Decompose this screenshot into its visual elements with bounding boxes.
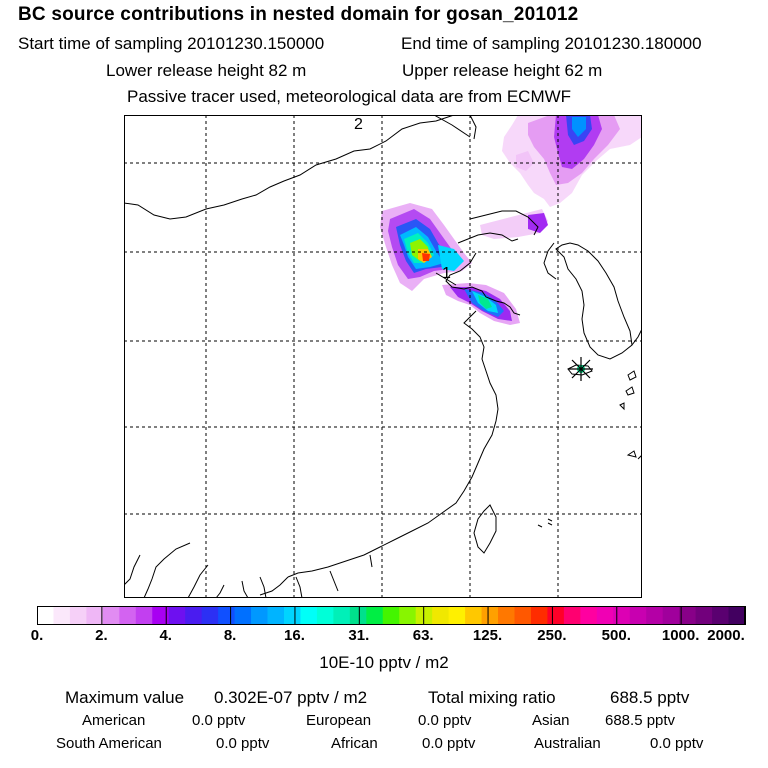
colorbar-cell	[382, 606, 400, 625]
colorbar-cell	[316, 606, 334, 625]
colorbar-cell	[465, 606, 483, 625]
region-value: 0.0 pptv	[650, 735, 704, 752]
total-mixing-value: 688.5 pptv	[610, 688, 690, 707]
end-time-label: End time of sampling 20101230.180000	[401, 34, 702, 53]
colorbar-cell	[251, 606, 269, 625]
region-value: 688.5 pptv	[605, 712, 676, 729]
colorbar-cell	[498, 606, 516, 625]
colorbar-cell	[53, 606, 71, 625]
plume-top-right	[502, 115, 642, 207]
region-name: South American	[56, 735, 162, 752]
colorbar-tick-label: 4.	[159, 627, 172, 644]
colorbar-cell	[366, 606, 384, 625]
region-name: African	[331, 735, 378, 752]
colorbar-cell	[168, 606, 186, 625]
plume-main	[380, 203, 472, 291]
region-value: 0.0 pptv	[422, 735, 476, 752]
colorbar-cell	[530, 606, 549, 625]
colorbar-cell	[152, 606, 170, 625]
region-name: European	[306, 712, 372, 729]
colorbar-tick-label: 1000.	[661, 627, 700, 644]
colorbar-units-label: 10E-10 pptv / m2	[319, 653, 449, 672]
upper-release-height-label: Upper release height 62 m	[402, 61, 603, 80]
colorbar-cell	[234, 606, 252, 625]
colorbar-tick-label: 31.	[348, 627, 370, 644]
tracer-note: Passive tracer used, meteorological data…	[127, 87, 572, 106]
map-marker-2: 2	[354, 116, 363, 133]
region-value: 0.0 pptv	[216, 735, 270, 752]
colorbar-tick-label: 0.	[30, 627, 44, 644]
colorbar-tick-label: 2000.	[707, 627, 745, 644]
colorbar-cell	[695, 606, 713, 625]
colorbar	[37, 606, 746, 625]
map-border	[124, 115, 642, 598]
colorbar-cell	[37, 606, 55, 625]
map-panel[interactable]: 2 1	[124, 115, 642, 598]
colorbar-cell	[432, 606, 450, 625]
colorbar-tick-label: 250.	[537, 627, 567, 644]
coastlines	[124, 115, 642, 598]
colorbar-cell	[300, 606, 318, 625]
colorbar-cell	[267, 606, 285, 625]
region-value: 0.0 pptv	[418, 712, 472, 729]
lower-release-height-label: Lower release height 82 m	[106, 61, 307, 80]
colorbar-cell	[580, 606, 598, 625]
start-time-label: Start time of sampling 20101230.150000	[18, 34, 325, 53]
colorbar-cell	[679, 606, 697, 625]
colorbar-cell	[415, 606, 433, 625]
plot-title: BC source contributions in nested domain…	[18, 4, 579, 25]
colorbar-cell	[613, 606, 631, 625]
colorbar-cell	[119, 606, 137, 625]
colorbar-cell	[514, 606, 532, 625]
receptor-star-marker[interactable]	[569, 357, 593, 381]
colorbar-cell	[185, 606, 203, 625]
colorbar-tick-label: 500.	[601, 627, 631, 644]
colorbar-cell	[86, 606, 104, 625]
colorbar-cell	[712, 606, 730, 625]
plume-lower	[442, 283, 520, 325]
region-value: 0.0 pptv	[192, 712, 246, 729]
region-name: American	[82, 712, 146, 729]
colorbar-cell	[481, 606, 499, 625]
colorbar-cell	[201, 606, 219, 625]
colorbar-tick-label: 125.	[472, 627, 503, 644]
colorbar-cell	[728, 606, 746, 625]
colorbar-cell	[448, 606, 466, 625]
plume-mid	[480, 209, 548, 239]
colorbar-cell	[349, 606, 367, 625]
colorbar-cell	[629, 606, 647, 625]
colorbar-cell	[135, 606, 153, 625]
colorbar-cell	[283, 606, 302, 625]
max-value-label: Maximum value	[65, 688, 185, 707]
colorbar-tick-label: 2.	[95, 627, 108, 644]
map-canvas: 2 1	[124, 115, 642, 598]
colorbar-cell	[646, 606, 664, 625]
colorbar-cell	[563, 606, 581, 625]
colorbar-tick-label: 63.	[412, 627, 434, 644]
colorbar-tick-label: 16.	[284, 627, 305, 644]
colorbar-cell	[399, 606, 417, 625]
total-mixing-label: Total mixing ratio	[428, 688, 556, 707]
colorbar-cell	[596, 606, 614, 625]
colorbar-cell	[333, 606, 351, 625]
map-marker-1: 1	[442, 265, 451, 282]
max-value: 0.302E-07 pptv / m2	[214, 688, 368, 707]
colorbar-cell	[102, 606, 120, 625]
colorbar-cell	[547, 606, 565, 625]
colorbar-tick-label: 8.	[223, 627, 237, 644]
lat-lon-grid	[124, 115, 642, 598]
colorbar-cell	[69, 606, 87, 625]
colorbar-cell	[662, 606, 680, 625]
region-name: Australian	[534, 735, 601, 752]
region-name: Asian	[532, 712, 570, 729]
colorbar-cell	[218, 606, 236, 625]
